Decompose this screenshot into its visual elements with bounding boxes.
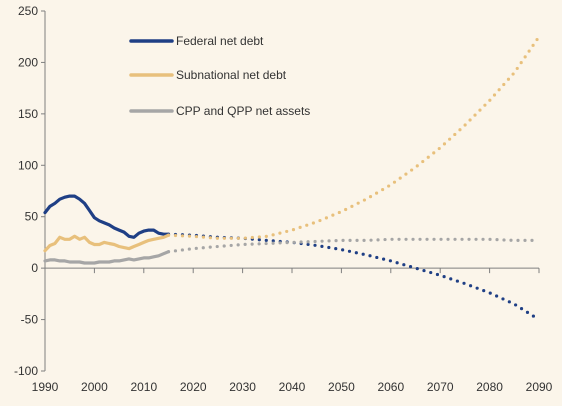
y-tick-label: 50 xyxy=(25,210,39,224)
legend-label: CPP and QPP net assets xyxy=(176,104,310,118)
series-cpp_qpp-projected xyxy=(166,237,541,254)
x-tick-label: 2090 xyxy=(526,380,553,394)
series-subnational-projected xyxy=(166,35,541,240)
series-lines xyxy=(43,35,541,322)
y-tick-label: 100 xyxy=(18,158,38,172)
x-tick-label: 2000 xyxy=(81,380,108,394)
series-federal-historical xyxy=(43,194,171,239)
x-tick-label: 2040 xyxy=(279,380,306,394)
x-tick-label: 2060 xyxy=(377,380,404,394)
x-tick-label: 1990 xyxy=(32,380,59,394)
y-tick-label: 150 xyxy=(18,107,38,121)
series-subnational-historical xyxy=(43,233,171,253)
legend-label: Federal net debt xyxy=(176,34,264,48)
y-tick-label: -100 xyxy=(14,364,38,378)
x-tick-label: 2050 xyxy=(328,380,355,394)
x-tick-label: 2070 xyxy=(427,380,454,394)
y-tick-label: 0 xyxy=(31,261,38,275)
x-tick-label: 2080 xyxy=(476,380,503,394)
legend: Federal net debt Subnational net debt CPP … xyxy=(129,34,310,118)
series-cpp_qpp-historical xyxy=(43,250,171,265)
y-tick-label: 250 xyxy=(18,4,38,18)
x-tick-label: 2030 xyxy=(229,380,256,394)
x-tick-label: 2020 xyxy=(180,380,207,394)
legend-label: Subnational net debt xyxy=(176,68,287,82)
x-tick-label: 2010 xyxy=(130,380,157,394)
y-tick-label: 200 xyxy=(18,55,38,69)
y-tick-label: -50 xyxy=(21,313,39,327)
axes: 250 200 150 100 50 0 -50 -100 1990 2000 2010 2020 20… xyxy=(14,4,553,394)
